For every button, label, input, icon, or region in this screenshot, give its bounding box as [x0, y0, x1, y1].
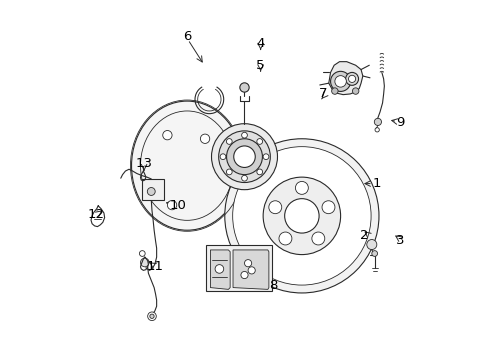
Circle shape [149, 314, 154, 319]
Circle shape [331, 88, 337, 94]
Circle shape [232, 147, 370, 285]
Circle shape [139, 251, 145, 256]
Text: 4: 4 [256, 37, 264, 50]
Circle shape [263, 154, 268, 159]
Circle shape [224, 139, 378, 293]
Circle shape [334, 76, 346, 87]
Circle shape [244, 260, 251, 267]
Text: 10: 10 [169, 199, 186, 212]
Circle shape [295, 181, 308, 194]
Text: 13: 13 [135, 157, 152, 170]
Circle shape [233, 146, 255, 167]
Circle shape [345, 72, 358, 85]
Circle shape [374, 128, 379, 132]
Circle shape [256, 169, 262, 175]
Circle shape [167, 201, 176, 210]
Circle shape [241, 271, 247, 279]
Circle shape [140, 258, 149, 267]
Text: 3: 3 [395, 234, 404, 247]
Circle shape [215, 265, 223, 273]
Circle shape [226, 169, 232, 175]
Circle shape [200, 134, 209, 143]
Circle shape [311, 232, 324, 245]
Circle shape [220, 154, 225, 159]
Bar [142, 179, 163, 200]
Text: 11: 11 [146, 260, 163, 273]
Circle shape [147, 188, 155, 195]
Circle shape [279, 232, 291, 245]
Polygon shape [233, 250, 268, 289]
Text: 8: 8 [268, 279, 277, 292]
Polygon shape [328, 62, 362, 95]
Circle shape [226, 139, 232, 144]
Circle shape [163, 131, 172, 140]
Text: 6: 6 [183, 30, 191, 43]
Circle shape [268, 201, 281, 214]
Circle shape [322, 201, 334, 214]
Circle shape [330, 71, 350, 91]
Circle shape [239, 83, 249, 92]
Circle shape [284, 199, 319, 233]
Text: 5: 5 [256, 59, 264, 72]
Text: 12: 12 [87, 208, 104, 221]
Circle shape [218, 131, 270, 183]
Circle shape [211, 124, 277, 190]
Circle shape [226, 139, 262, 175]
Circle shape [241, 175, 247, 181]
Circle shape [366, 239, 376, 249]
Circle shape [247, 267, 255, 274]
Circle shape [371, 251, 377, 256]
Polygon shape [210, 250, 230, 289]
Circle shape [241, 132, 247, 138]
Circle shape [352, 88, 358, 94]
Text: 1: 1 [372, 177, 381, 190]
Circle shape [373, 118, 381, 126]
FancyBboxPatch shape [206, 244, 272, 291]
Circle shape [147, 312, 156, 320]
Circle shape [256, 139, 262, 144]
Ellipse shape [131, 101, 242, 230]
Circle shape [348, 75, 355, 82]
Circle shape [263, 177, 340, 255]
Text: 2: 2 [360, 229, 368, 242]
Text: 9: 9 [395, 116, 404, 129]
Text: 7: 7 [319, 87, 327, 100]
